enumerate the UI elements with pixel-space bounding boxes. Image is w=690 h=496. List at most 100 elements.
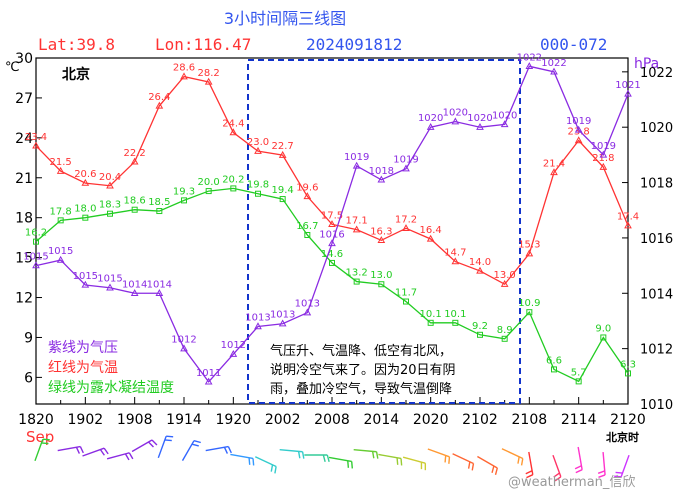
temperature-point — [106, 181, 114, 189]
wind-barbs — [34, 435, 630, 482]
dewpoint-point — [57, 217, 64, 224]
dewpoint-point — [131, 206, 138, 213]
temperature-data-label: 20.4 — [99, 172, 121, 183]
annotation-line-3: 雨，叠加冷空气，导致气温倒降 — [270, 381, 452, 397]
pressure-data-label: 1015 — [48, 246, 73, 257]
pressure-point — [476, 122, 484, 130]
watermark: @weatherman_信欣 — [508, 475, 635, 490]
wind-barb-feather — [270, 464, 274, 472]
wind-barb-feather — [574, 465, 582, 470]
pressure-point — [254, 322, 262, 330]
annotation-line-1: 气压升、气温降、低空有北风， — [270, 343, 452, 359]
pressure-point — [451, 117, 460, 125]
right-axis-tick-label: 1020 — [640, 121, 673, 136]
dewpoint-data-label: 17.8 — [50, 206, 72, 217]
temperature-point — [624, 221, 632, 229]
wind-barb-feather — [347, 460, 350, 468]
x-axis-tick-label: 2020 — [413, 412, 449, 428]
wind-barb — [353, 449, 379, 459]
temperature-point — [180, 72, 188, 80]
pressure-point — [56, 255, 65, 263]
dewpoint-point — [625, 370, 631, 377]
right-axis-tick-label: 1018 — [640, 177, 673, 192]
wind-barb-feather — [128, 452, 134, 460]
temperature-data-label: 23.4 — [25, 132, 47, 143]
pressure-data-label: 1013 — [245, 312, 270, 323]
dewpoint-data-label: 10.1 — [444, 309, 466, 320]
wind-barb — [597, 451, 606, 478]
dewpoint-point — [156, 208, 163, 215]
right-axis: 1010 1012 1014 1016 1018 1020 1022 — [622, 66, 673, 413]
left-axis-tick-label: 21 — [15, 171, 33, 187]
dewpoint-data-label: 11.7 — [395, 288, 417, 299]
wind-barb — [34, 438, 50, 462]
wind-barb — [501, 448, 524, 466]
pressure-data-label: 1019 — [393, 155, 418, 166]
temperature-point — [352, 225, 361, 233]
pressure-point — [130, 289, 139, 296]
pressure-point — [303, 308, 312, 316]
pressure-data-label: 1020 — [443, 108, 468, 119]
dewpoint-point — [230, 185, 237, 192]
wind-barb-feather — [326, 454, 330, 462]
temperature-data-label: 28.2 — [198, 68, 220, 79]
wind-barb-feather — [597, 470, 605, 474]
legend-dewpoint: 绿线为露水凝结温度 — [48, 380, 174, 396]
pressure-point — [106, 283, 114, 291]
pressure-data-label: 1011 — [196, 368, 221, 379]
dewpoint-data-label: 8.9 — [497, 325, 513, 336]
temperature-point — [32, 141, 40, 149]
right-axis-tick-label: 1016 — [640, 232, 673, 247]
x-axis-tick-label: 2114 — [561, 412, 597, 428]
wind-barb-feather — [42, 438, 50, 441]
dewpoint-data-label: 18.3 — [99, 200, 121, 211]
pressure-data-label: 1012 — [171, 335, 196, 346]
temperature-data-label: 16.3 — [370, 226, 392, 237]
dewpoint-point — [575, 378, 582, 385]
left-axis-tick-label: 15 — [15, 251, 33, 267]
wind-barb-feather — [41, 442, 49, 445]
left-axis: 6 9 12 15 18 21 24 27 30 — [15, 51, 42, 386]
temperature-data-label: 24.4 — [222, 119, 244, 130]
x-axis-tick-label: 2014 — [364, 412, 400, 428]
pressure-point — [599, 150, 608, 158]
temperature-data-label: 17.2 — [395, 214, 417, 225]
wind-barb-feather — [396, 457, 399, 465]
dewpoint-data-label: 19.4 — [272, 185, 294, 196]
temperature-data-label: 19.6 — [296, 182, 318, 193]
dewpoint-data-label: 9.0 — [595, 323, 611, 334]
dewpoint-data-label: 18.5 — [148, 197, 170, 208]
wind-barb-feather — [191, 443, 199, 447]
pressure-data-label: 1022 — [517, 52, 542, 63]
dewpoint-point — [378, 281, 385, 288]
dewpoint-point — [600, 334, 607, 341]
dewpoint-point — [205, 188, 212, 195]
legend-pressure: 紫线为气压 — [48, 340, 118, 356]
pressure-point — [500, 120, 509, 128]
wind-barb — [574, 446, 583, 474]
pressure-point — [402, 164, 410, 172]
temperature-point — [130, 157, 139, 165]
dewpoint-point — [427, 319, 434, 326]
dewpoint-point — [255, 190, 261, 197]
temperature-point — [229, 128, 238, 136]
temperature-data-label: 22.7 — [272, 141, 294, 152]
wind-barb-feather — [517, 456, 520, 464]
legend: 紫线为气压 红线为气温 绿线为露水凝结温度 — [48, 340, 174, 396]
dewpoint-data-label: 10.9 — [518, 298, 540, 309]
temperature-point — [303, 192, 312, 200]
wind-barb-feather — [124, 453, 130, 461]
pressure-data-label: 1019 — [344, 152, 369, 163]
wind-barb-feather — [103, 447, 109, 455]
dewpoint-point — [329, 259, 335, 266]
temperature-data-label: 17.4 — [617, 212, 639, 223]
wind-barb-feather — [297, 451, 301, 459]
annotation-line-2: 说明冷空气来了。因为20日有阴 — [270, 362, 456, 378]
wind-barb-feather — [553, 472, 560, 478]
dewpoint-data-label: 18.0 — [74, 204, 96, 215]
temperature-data-label: 23.0 — [247, 137, 269, 148]
dewpoint-point — [304, 231, 311, 238]
dewpoint-data-label: 16.7 — [296, 221, 318, 232]
wind-barb-feather — [400, 458, 403, 466]
